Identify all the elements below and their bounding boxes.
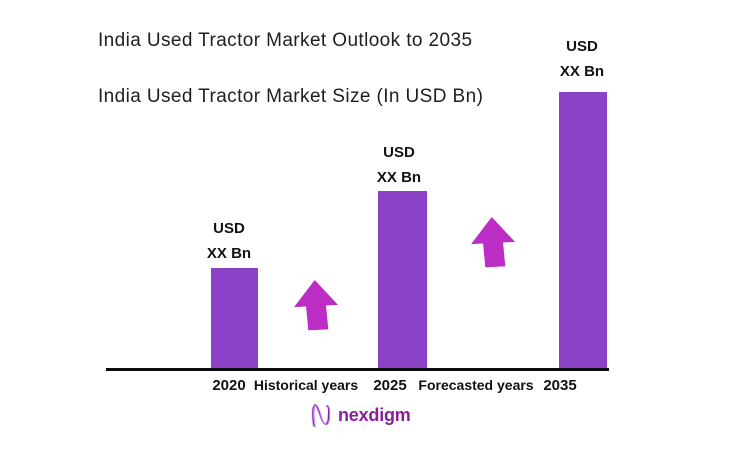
bar-value-label-2025: USD XX Bn [349,140,449,190]
growth-up-arrow-icon [293,279,340,331]
x-axis-label-2035: 2035 [543,377,577,394]
bar-value-line: USD [383,144,415,161]
nexdigm-logo-text: nexdigm [338,405,411,425]
x-axis-label-historical-years: Historical years [253,377,359,393]
x-axis-line [106,368,609,371]
chart-title: India Used Tractor Market Outlook to 203… [98,30,473,51]
bar-value-label-2035: USD XX Bn [532,34,632,84]
bar-value-label-2020: USD XX Bn [179,216,279,266]
bar-2025 [378,191,427,368]
nexdigm-wave-n-icon [311,404,331,428]
bar-2020 [211,268,258,368]
bar-value-line: USD [566,38,598,55]
bar-value-line: USD [213,220,245,237]
nexdigm-logo: nexdigm [310,401,411,430]
x-axis-label-2020: 2020 [212,377,246,394]
growth-up-arrow-icon [470,216,517,268]
x-axis-label-2025: 2025 [373,377,407,394]
bar-value-line: XX Bn [376,169,422,186]
x-axis-label-forecasted-years: Forecasted years [418,377,534,393]
bar-value-line: XX Bn [559,63,605,80]
chart-subtitle: India Used Tractor Market Size (In USD B… [98,86,484,107]
bar-2035 [559,92,607,368]
bar-value-line: XX Bn [206,245,252,262]
